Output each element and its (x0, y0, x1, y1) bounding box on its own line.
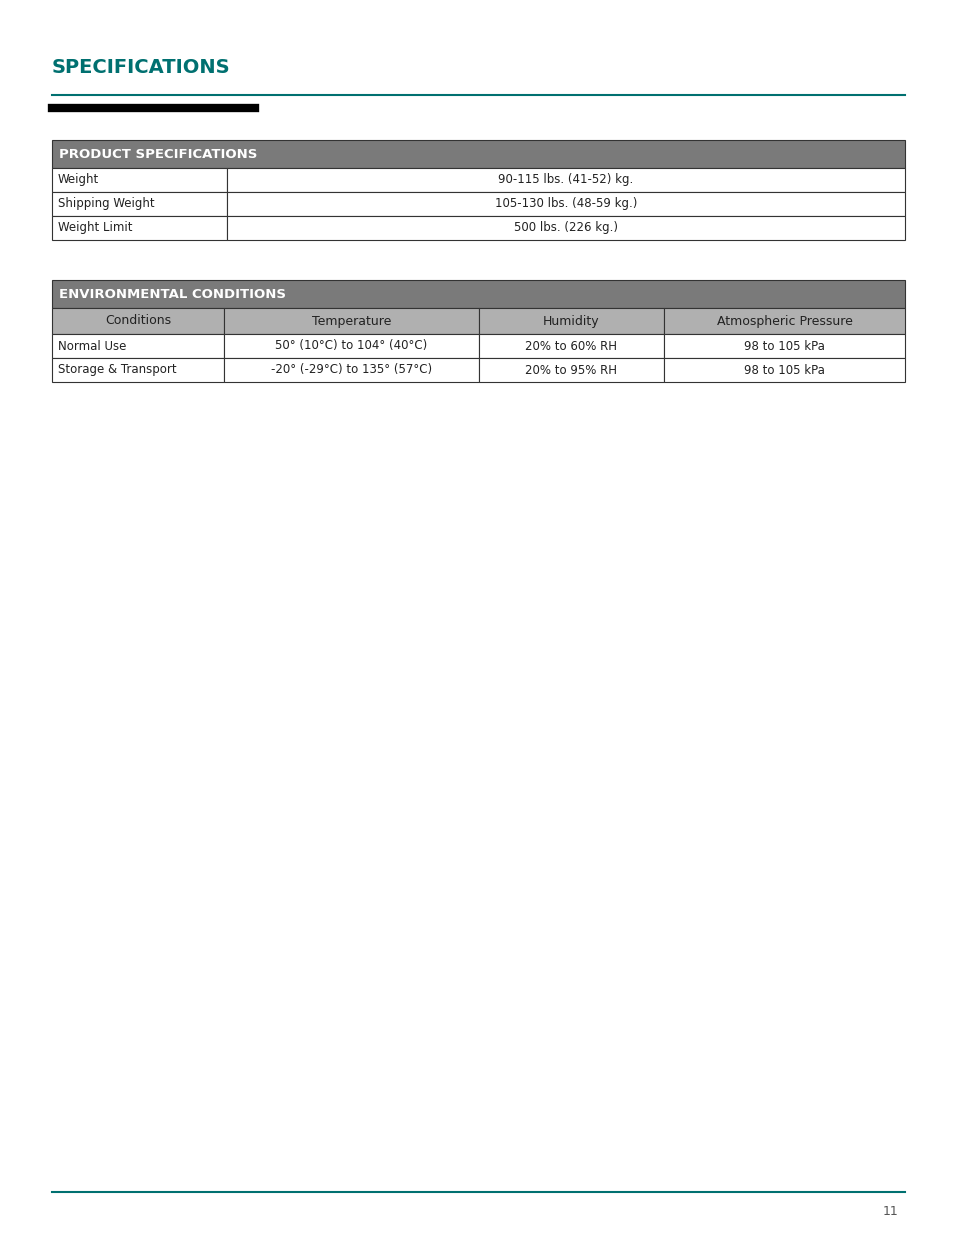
Bar (224, 358, 478, 382)
Text: Temperature: Temperature (312, 315, 391, 327)
Bar (52, 333, 224, 358)
Bar (52, 191, 227, 216)
Text: 20% to 60% RH: 20% to 60% RH (525, 340, 617, 352)
Text: PRODUCT SPECIFICATIONS: PRODUCT SPECIFICATIONS (59, 147, 257, 161)
Text: -20° (-29°C) to 135° (57°C): -20° (-29°C) to 135° (57°C) (271, 363, 432, 377)
Bar (227, 168, 904, 191)
Text: 98 to 105 kPa: 98 to 105 kPa (743, 340, 824, 352)
Bar (52, 358, 224, 382)
Bar (478, 308, 663, 333)
Text: Normal Use: Normal Use (58, 340, 126, 352)
Text: 500 lbs. (226 kg.): 500 lbs. (226 kg.) (514, 221, 618, 235)
Text: Storage & Transport: Storage & Transport (58, 363, 176, 377)
Text: Humidity: Humidity (542, 315, 599, 327)
Bar (663, 333, 904, 358)
Bar (52, 280, 904, 308)
Text: 105-130 lbs. (48-59 kg.): 105-130 lbs. (48-59 kg.) (495, 198, 637, 210)
Bar (478, 333, 663, 358)
Text: ENVIRONMENTAL CONDITIONS: ENVIRONMENTAL CONDITIONS (59, 288, 286, 300)
Bar (224, 308, 478, 333)
Bar (224, 333, 478, 358)
Bar (52, 216, 227, 240)
Text: 90-115 lbs. (41-52) kg.: 90-115 lbs. (41-52) kg. (497, 173, 633, 186)
Text: 50° (10°C) to 104° (40°C): 50° (10°C) to 104° (40°C) (275, 340, 427, 352)
Bar (52, 140, 904, 168)
Text: Atmospheric Pressure: Atmospheric Pressure (716, 315, 852, 327)
Text: 11: 11 (882, 1205, 897, 1218)
Bar (663, 308, 904, 333)
Text: Conditions: Conditions (105, 315, 171, 327)
Text: Weight: Weight (58, 173, 99, 186)
Text: SPECIFICATIONS: SPECIFICATIONS (52, 58, 231, 77)
Bar (52, 168, 227, 191)
Text: Weight Limit: Weight Limit (58, 221, 132, 235)
Bar (52, 308, 224, 333)
Text: 20% to 95% RH: 20% to 95% RH (525, 363, 617, 377)
Bar (478, 358, 663, 382)
Bar (227, 216, 904, 240)
Text: 98 to 105 kPa: 98 to 105 kPa (743, 363, 824, 377)
Bar (227, 191, 904, 216)
Bar (663, 358, 904, 382)
Text: Shipping Weight: Shipping Weight (58, 198, 154, 210)
